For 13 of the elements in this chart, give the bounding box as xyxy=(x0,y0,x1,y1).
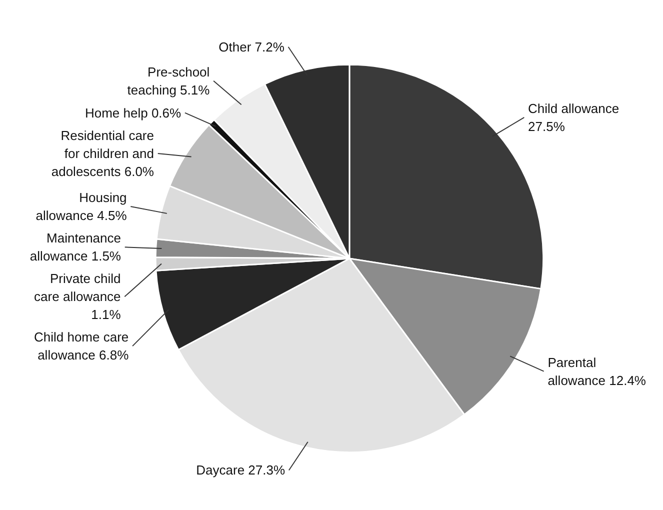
slice-label: Home help 0.6% xyxy=(84,105,182,120)
slice-label: Child home care allowance 6.8% xyxy=(34,330,130,363)
slice-label: Housing allowance 4.5% xyxy=(36,190,128,223)
data-label: 27.5% xyxy=(528,118,566,134)
slice-label: Child allowance xyxy=(528,100,620,116)
slice-label: Parental allowance 12.4% xyxy=(548,354,646,388)
data-label: 1.1% xyxy=(91,307,122,322)
slice-label: Residential care for children and adolescents 6.0% xyxy=(51,128,154,180)
slice-label: Daycare 27.3% xyxy=(196,462,286,478)
slice-label: Other 7.2% xyxy=(218,39,285,54)
slice-label: Private child care allowance xyxy=(34,271,121,304)
slice-label: Maintenance allowance 1.5% xyxy=(30,230,122,264)
slice-label: Pre-school teaching 5.1% xyxy=(127,64,210,98)
